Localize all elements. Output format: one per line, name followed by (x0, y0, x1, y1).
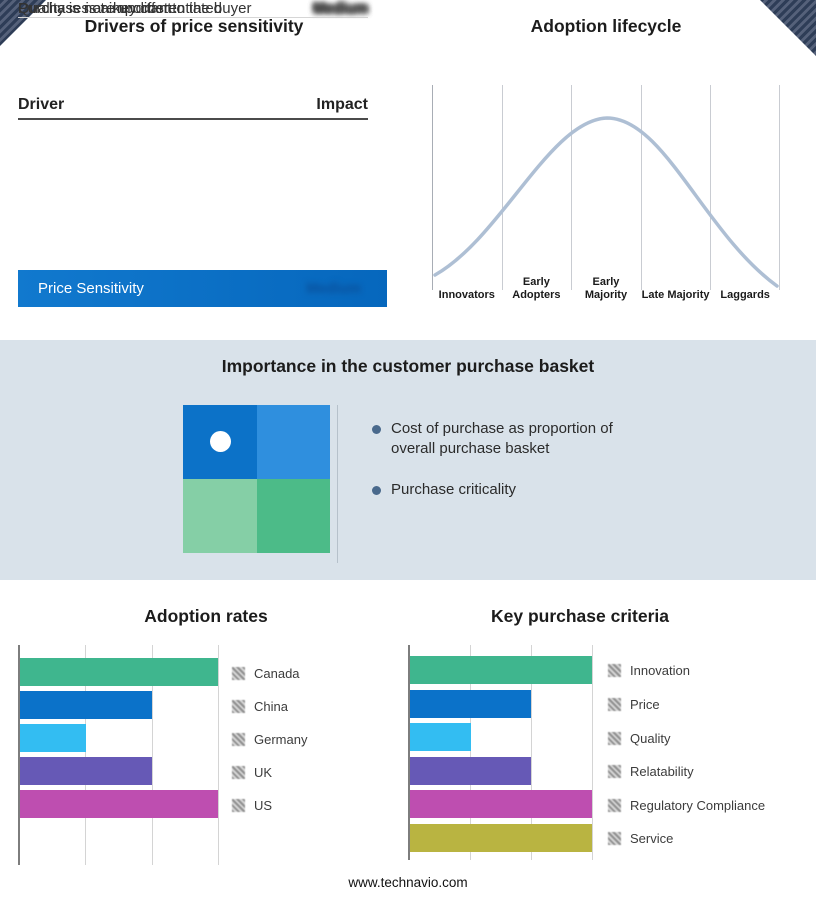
bar (20, 724, 86, 752)
bar (410, 824, 592, 852)
legend-swatch-icon (232, 733, 245, 746)
legend-item: Relatability (608, 764, 694, 779)
purchase-basket-matrix (183, 405, 330, 553)
stage-label: Early Majority (584, 275, 628, 301)
legend-label: Regulatory Compliance (630, 798, 766, 813)
bar (20, 757, 152, 785)
price-sensitivity-label: Price Sensitivity (38, 280, 144, 297)
legend-swatch-icon (608, 765, 621, 778)
bar (20, 691, 152, 719)
legend-item: Quality (608, 731, 670, 746)
adoption-rates-chart (18, 645, 219, 865)
legend-label: Innovation (630, 663, 690, 678)
stage-label: Laggards (720, 288, 770, 301)
matrix-quadrant (256, 405, 330, 479)
legend-swatch-icon (232, 667, 245, 680)
price-sensitivity-banner: Price Sensitivity Medium (18, 270, 387, 307)
drivers-title: Drivers of price sensitivity (84, 16, 304, 36)
legend-swatch-icon (232, 799, 245, 812)
list-item: Purchase criticality (372, 480, 643, 500)
legend-swatch-icon (608, 799, 621, 812)
key-purchase-criteria-chart (408, 645, 593, 860)
website-link: www.technavio.com (348, 875, 468, 890)
bullet-text: Cost of purchase as proportion of overal… (391, 420, 613, 457)
lifecycle-title: Adoption lifecycle (530, 16, 682, 36)
matrix-dot-icon (210, 431, 231, 452)
basket-title: Importance in the customer purchase bask… (221, 356, 595, 376)
bar (410, 757, 532, 785)
gridline (432, 85, 433, 290)
legend-label: Quality (630, 731, 671, 746)
drivers-table-header: Driver Impact (18, 92, 368, 120)
legend-label: Relatability (630, 764, 694, 779)
gridline (779, 85, 780, 290)
bullet-icon (372, 425, 381, 434)
legend-label: China (254, 699, 288, 714)
matrix-axis-line (337, 405, 338, 563)
matrix-quadrant (183, 479, 257, 553)
driver-label: Purchase is a key cost to the buyer (18, 0, 252, 17)
legend-swatch-icon (232, 766, 245, 779)
legend-label: Germany (254, 732, 308, 747)
basket-section-background (0, 340, 816, 580)
stage-label: Innovators (438, 288, 495, 301)
legend-item: UK (232, 765, 272, 780)
bar (20, 790, 218, 818)
driver-label: Quality is not important (18, 0, 172, 17)
legend-swatch-icon (608, 698, 621, 711)
legend-label: Service (630, 831, 674, 846)
legend-swatch-icon (608, 732, 621, 745)
legend-swatch-icon (608, 832, 621, 845)
adoption-rates-title: Adoption rates (144, 606, 268, 626)
gridline (502, 85, 503, 290)
column-driver: Driver (18, 96, 65, 113)
legend-item: Canada (232, 666, 300, 681)
bar (20, 658, 218, 686)
bar (410, 790, 592, 818)
table-row: Quality is not important Medium (18, 0, 368, 18)
bar (410, 723, 471, 751)
legend-swatch-icon (232, 700, 245, 713)
matrix-quadrant (256, 479, 330, 553)
matrix-quadrant (183, 405, 257, 479)
lifecycle-stage-labels: Innovators Early Adopters Early Majority… (432, 258, 780, 304)
bar (410, 656, 592, 684)
stage-label: Late Majority (641, 288, 710, 301)
key-purchase-criteria-title: Key purchase criteria (490, 606, 669, 626)
legend-item: Price (608, 697, 660, 712)
column-impact: Impact (316, 96, 368, 113)
impact-value: Medium (306, 280, 361, 297)
lifecycle-chart (432, 85, 780, 290)
legend-label: UK (254, 765, 273, 780)
legend-item: Regulatory Compliance (608, 798, 765, 813)
impact-value: Medium (313, 0, 368, 17)
gridline (710, 85, 711, 290)
bell-curve (433, 116, 779, 288)
legend-item: Germany (232, 732, 307, 747)
driver-label: Purchases are undifferentiated (18, 0, 223, 17)
legend-swatch-icon (608, 664, 621, 677)
legend-item: Innovation (608, 663, 690, 678)
bullet-text: Purchase criticality (391, 481, 517, 498)
legend-item: China (232, 699, 288, 714)
gridline (571, 85, 572, 290)
impact-value: Medium (313, 0, 368, 17)
list-item: Cost of purchase as proportion of overal… (372, 419, 643, 459)
legend-item: Service (608, 831, 673, 846)
legend-label: US (254, 798, 273, 813)
legend-label: Canada (254, 666, 300, 681)
legend-label: Price (630, 697, 660, 712)
gridline (641, 85, 642, 290)
impact-value: Medium (313, 0, 368, 17)
stage-label: Early Adopters (512, 275, 561, 301)
bar (410, 690, 532, 718)
legend-item: US (232, 798, 272, 813)
bullet-icon (372, 486, 381, 495)
